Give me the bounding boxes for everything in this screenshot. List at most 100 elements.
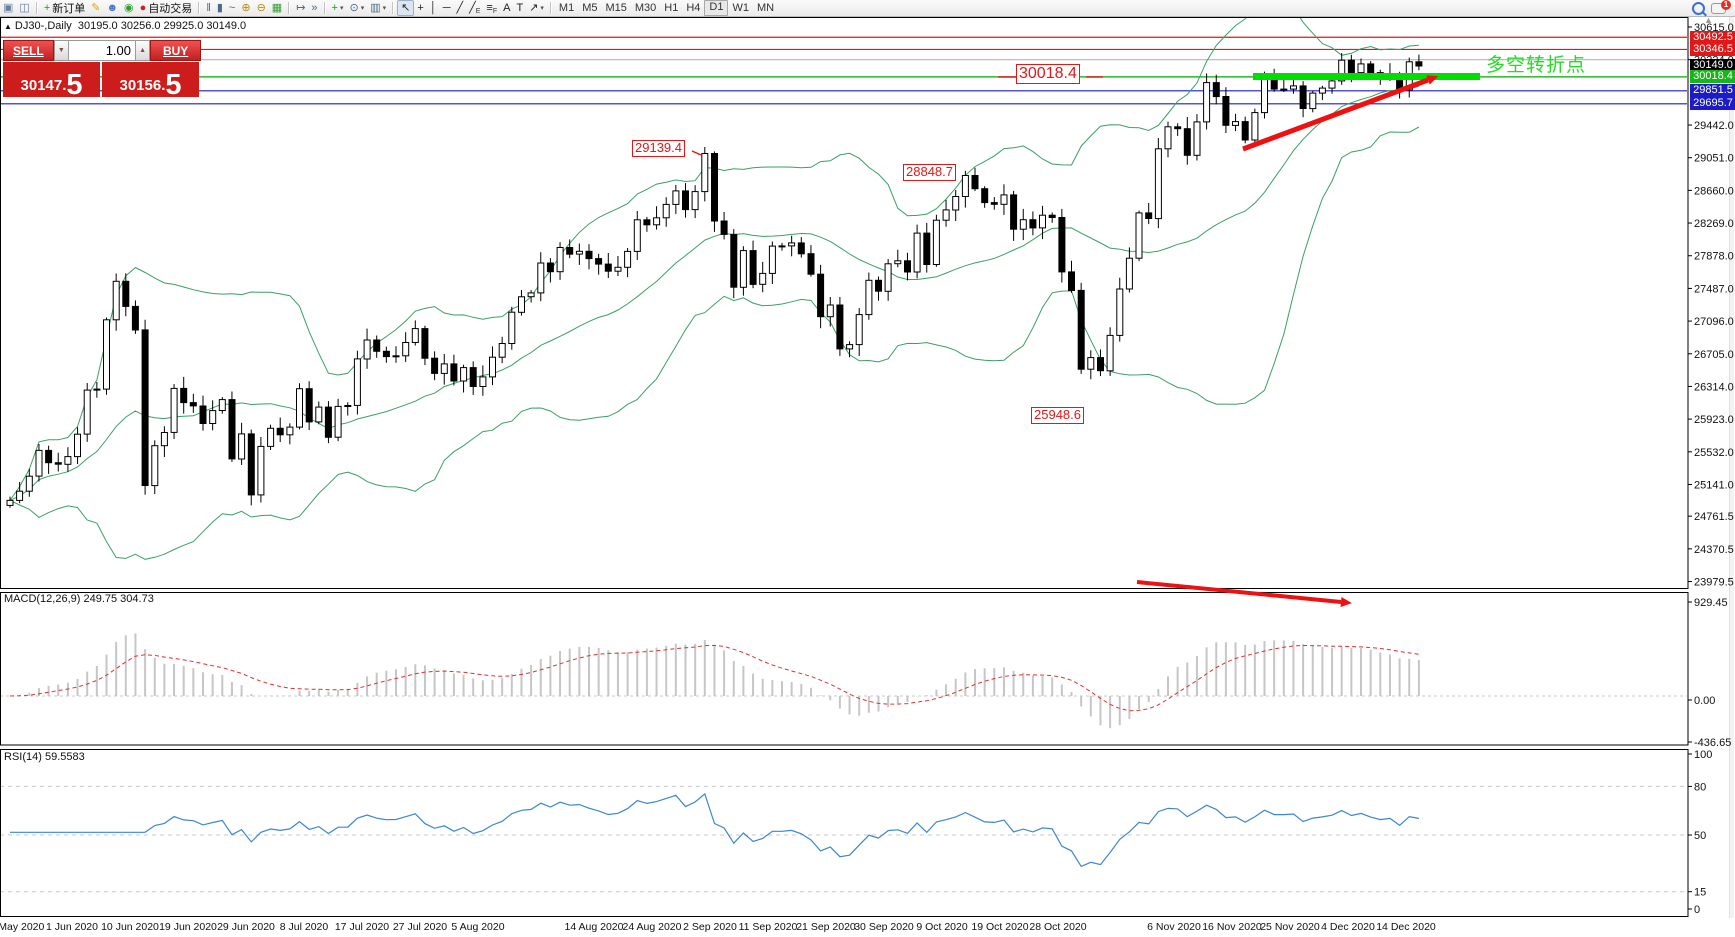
zoom-in-button[interactable]: ⊕: [238, 1, 253, 15]
timeframe-D1[interactable]: D1: [704, 0, 729, 16]
candle-body: [759, 272, 767, 285]
horizontal-line-button[interactable]: ─: [440, 1, 454, 15]
fibonacci-button[interactable]: ≡ F: [483, 1, 500, 15]
rsi-panel[interactable]: [0, 749, 1689, 917]
volume-increase-button[interactable]: ▲: [135, 40, 151, 61]
channel-icon-sub: E: [475, 8, 481, 15]
buy-price-display[interactable]: 30156. 5: [102, 62, 199, 99]
line-chart-button[interactable]: ~: [226, 1, 238, 15]
date-axis-label: 5 Aug 2020: [451, 921, 504, 933]
new-chart-button[interactable]: ▣: [0, 1, 16, 15]
candle-body: [923, 232, 931, 266]
candle-body: [83, 389, 91, 435]
timeframe-M15[interactable]: M15: [605, 2, 627, 14]
trendline-button[interactable]: ╱: [453, 1, 466, 15]
styles-button[interactable]: ✎: [88, 1, 103, 15]
candle-body: [25, 475, 33, 492]
chart-profiles-icon: ◫: [19, 2, 30, 14]
candle-body: [1000, 194, 1008, 205]
price-badge: 30346.5: [1690, 42, 1735, 56]
auto-trading-button[interactable]: ● 自动交易: [137, 1, 196, 15]
candle-body: [1193, 121, 1201, 156]
date-axis-label: 1 Jun 2020: [46, 921, 98, 933]
candle-body: [1309, 92, 1317, 110]
volume-decrease-button[interactable]: ▼: [53, 40, 69, 61]
candle-body: [788, 242, 796, 247]
date-axis-label: 25 Nov 2020: [1260, 921, 1320, 933]
new-order-button[interactable]: + 新订单: [41, 1, 88, 15]
timeframe-W1[interactable]: W1: [732, 2, 749, 14]
chart-profiles-button[interactable]: ◫: [16, 1, 32, 15]
templates-button[interactable]: ▥ ▾: [367, 1, 389, 15]
timeframe-H4[interactable]: H4: [686, 2, 701, 14]
candle-body: [479, 376, 487, 387]
timeframe-MN[interactable]: MN: [756, 2, 775, 14]
timeframe-M1[interactable]: M1: [558, 2, 575, 14]
price-axis-layer: 30615.030224.029442.029051.028660.028269…: [1688, 22, 1734, 916]
candle-body: [189, 402, 197, 407]
candlestick-button[interactable]: ▮: [214, 1, 226, 15]
candle-body: [151, 445, 159, 487]
indicators-button[interactable]: + ▾: [329, 1, 347, 15]
tile-windows-button[interactable]: ▦: [269, 1, 285, 15]
candle-body: [450, 363, 458, 382]
candle-body: [875, 279, 882, 292]
candle-body: [411, 328, 419, 344]
label-button[interactable]: T: [513, 1, 526, 15]
search-button[interactable]: [1689, 1, 1708, 15]
vertical-line-button[interactable]: │: [427, 1, 440, 15]
price-annotation-label: 30018.4: [1016, 64, 1080, 85]
candle-body: [749, 250, 757, 285]
periods-button[interactable]: ⊙ ▾: [347, 1, 368, 15]
crosshair-icon: +: [417, 2, 424, 14]
candle-body: [826, 304, 834, 318]
candle-body: [276, 427, 284, 436]
buy-button[interactable]: BUY: [150, 40, 201, 61]
rsi-axis-label: 80: [1694, 781, 1706, 793]
channel-button[interactable]: ╱ E: [466, 1, 483, 15]
zoom-out-button[interactable]: ⊖: [254, 1, 269, 15]
signal-button[interactable]: ◉: [121, 1, 137, 15]
macd-axis-label: 0.00: [1694, 695, 1715, 707]
chat-button[interactable]: 1: [1708, 0, 1735, 15]
timeframe-H1[interactable]: H1: [664, 2, 679, 14]
date-axis-label: 16 Nov 2020: [1202, 921, 1262, 933]
bar-chart-button[interactable]: ‖: [203, 1, 214, 15]
price-axis-label: 24370.5: [1694, 544, 1734, 556]
candle-body: [131, 305, 139, 331]
timeframe-M5[interactable]: M5: [582, 2, 598, 14]
scroll-up-icon[interactable]: ▲: [1704, 15, 1713, 25]
macd-trend-arrow[interactable]: [1136, 580, 1342, 604]
arrows-button[interactable]: ↗ ▾: [526, 1, 547, 15]
sell-button[interactable]: SELL: [3, 40, 54, 61]
auto-scroll-button[interactable]: »: [308, 1, 320, 15]
collapse-icon[interactable]: ▲: [4, 22, 12, 31]
toolbar-separator: [198, 2, 201, 14]
crosshair-button[interactable]: +: [414, 1, 426, 15]
date-axis-label: 11 Sep 2020: [739, 921, 798, 933]
candle-body: [334, 405, 342, 438]
text-button[interactable]: A: [500, 1, 513, 15]
volume-input[interactable]: [69, 40, 135, 61]
text-icon: A: [503, 2, 511, 14]
chart-shift-button[interactable]: ↦: [293, 1, 308, 15]
price-badge: 29695.7: [1690, 97, 1735, 111]
macd-panel[interactable]: [0, 592, 1689, 746]
cursor-button[interactable]: ↖: [397, 0, 415, 16]
bollinger-middle-line: [9, 85, 1420, 501]
timeframe-M30[interactable]: M30: [634, 2, 657, 14]
candle-body: [1116, 288, 1124, 336]
candle-body: [382, 350, 390, 358]
candle-body: [595, 258, 603, 265]
candle-body: [566, 247, 574, 255]
rsi-axis-label: 0: [1694, 904, 1700, 916]
main-chart-panel[interactable]: [0, 17, 1689, 589]
profile-button[interactable]: ☻: [103, 1, 121, 15]
price-badge: 30018.4: [1690, 70, 1735, 84]
candle-body: [1154, 148, 1162, 220]
candle-body: [1029, 219, 1037, 229]
scrollbar-track[interactable]: [1729, 17, 1734, 918]
trend-arrow[interactable]: [1242, 77, 1429, 152]
sell-price-display[interactable]: 30147. 5: [3, 62, 100, 99]
